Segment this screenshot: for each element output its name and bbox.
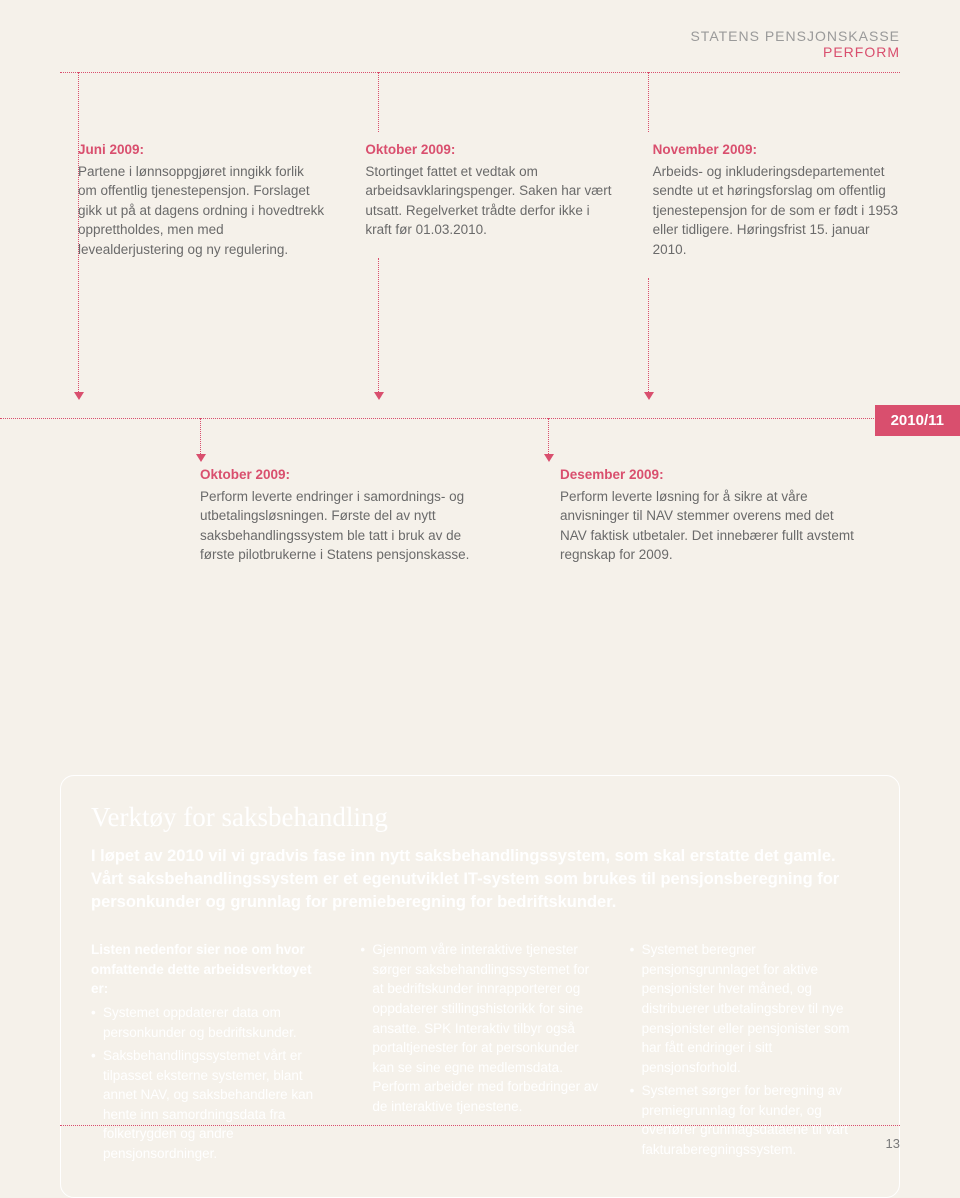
connector-line bbox=[548, 418, 549, 454]
brand-line-2: PERFORM bbox=[690, 44, 900, 60]
divider-top bbox=[60, 72, 900, 73]
timeline-entry: Desember 2009: Perform leverte løsning f… bbox=[560, 465, 860, 565]
entry-title: Oktober 2009: bbox=[365, 140, 612, 160]
timeline-entry: Oktober 2009: Perform leverte endringer … bbox=[200, 465, 480, 565]
arrow-down-icon bbox=[544, 454, 554, 462]
timeline-entry: November 2009: Arbeids- og inkluderingsd… bbox=[653, 140, 900, 259]
header-brand: STATENS PENSJONSKASSE PERFORM bbox=[690, 28, 900, 60]
callout-col-intro: Listen nedenfor sier noe om hvor omfatte… bbox=[91, 940, 330, 999]
entry-title: November 2009: bbox=[653, 140, 900, 160]
arrow-down-icon bbox=[374, 392, 384, 400]
connector-line bbox=[200, 418, 201, 454]
brand-line-1: STATENS PENSJONSKASSE bbox=[690, 28, 900, 44]
connector-line bbox=[648, 278, 649, 392]
callout-box: Verktøy for saksbehandling I løpet av 20… bbox=[60, 775, 900, 1198]
list-item: Systemet sørger for beregning av premieg… bbox=[630, 1081, 869, 1159]
divider-bottom bbox=[60, 1125, 900, 1126]
list-item: Saksbehandlingssystemet vårt er tilpasse… bbox=[91, 1046, 330, 1163]
callout-list: Systemet oppdaterer data om personkunder… bbox=[91, 1003, 330, 1164]
timeline-bottom: Oktober 2009: Perform leverte endringer … bbox=[200, 465, 900, 565]
arrow-down-icon bbox=[644, 392, 654, 400]
connector-line bbox=[378, 258, 379, 392]
callout-col-3: Systemet beregner pensjonsgrunnlaget for… bbox=[630, 940, 869, 1167]
callout-heading: Verktøy for saksbehandling bbox=[91, 802, 869, 833]
entry-body: Partene i lønnsoppgjøret inngikk forlik … bbox=[78, 162, 325, 260]
callout-col-2: Gjennom våre interaktive tjenester sørge… bbox=[360, 940, 599, 1167]
entry-body: Perform leverte endringer i samordnings-… bbox=[200, 487, 480, 565]
callout-columns: Listen nedenfor sier noe om hvor omfatte… bbox=[91, 940, 869, 1167]
year-badge: 2010/11 bbox=[875, 405, 960, 436]
callout-list: Gjennom våre interaktive tjenester sørge… bbox=[360, 940, 599, 1116]
connector-line bbox=[648, 72, 649, 132]
entry-body: Arbeids- og inkluderingsdepartementet se… bbox=[653, 162, 900, 260]
list-item: Systemet oppdaterer data om personkunder… bbox=[91, 1003, 330, 1042]
page-number: 13 bbox=[886, 1136, 900, 1151]
callout-list: Systemet beregner pensjonsgrunnlaget for… bbox=[630, 940, 869, 1159]
timeline-top: Juni 2009: Partene i lønnsoppgjøret inng… bbox=[78, 140, 900, 259]
arrow-down-icon bbox=[196, 454, 206, 462]
arrow-down-icon bbox=[74, 392, 84, 400]
entry-title: Desember 2009: bbox=[560, 465, 860, 485]
connector-line bbox=[378, 72, 379, 132]
entry-title: Juni 2009: bbox=[78, 140, 325, 160]
callout-lead: I løpet av 2010 vil vi gradvis fase inn … bbox=[91, 845, 869, 914]
divider-middle bbox=[0, 418, 900, 419]
list-item: Systemet beregner pensjonsgrunnlaget for… bbox=[630, 940, 869, 1077]
timeline-entry: Oktober 2009: Stortinget fattet et vedta… bbox=[365, 140, 612, 259]
list-item: Gjennom våre interaktive tjenester sørge… bbox=[360, 940, 599, 1116]
entry-body: Stortinget fattet et vedtak om arbeidsav… bbox=[365, 162, 612, 240]
callout-col-1: Listen nedenfor sier noe om hvor omfatte… bbox=[91, 940, 330, 1167]
entry-body: Perform leverte løsning for å sikre at v… bbox=[560, 487, 860, 565]
entry-title: Oktober 2009: bbox=[200, 465, 480, 485]
timeline-entry: Juni 2009: Partene i lønnsoppgjøret inng… bbox=[78, 140, 325, 259]
